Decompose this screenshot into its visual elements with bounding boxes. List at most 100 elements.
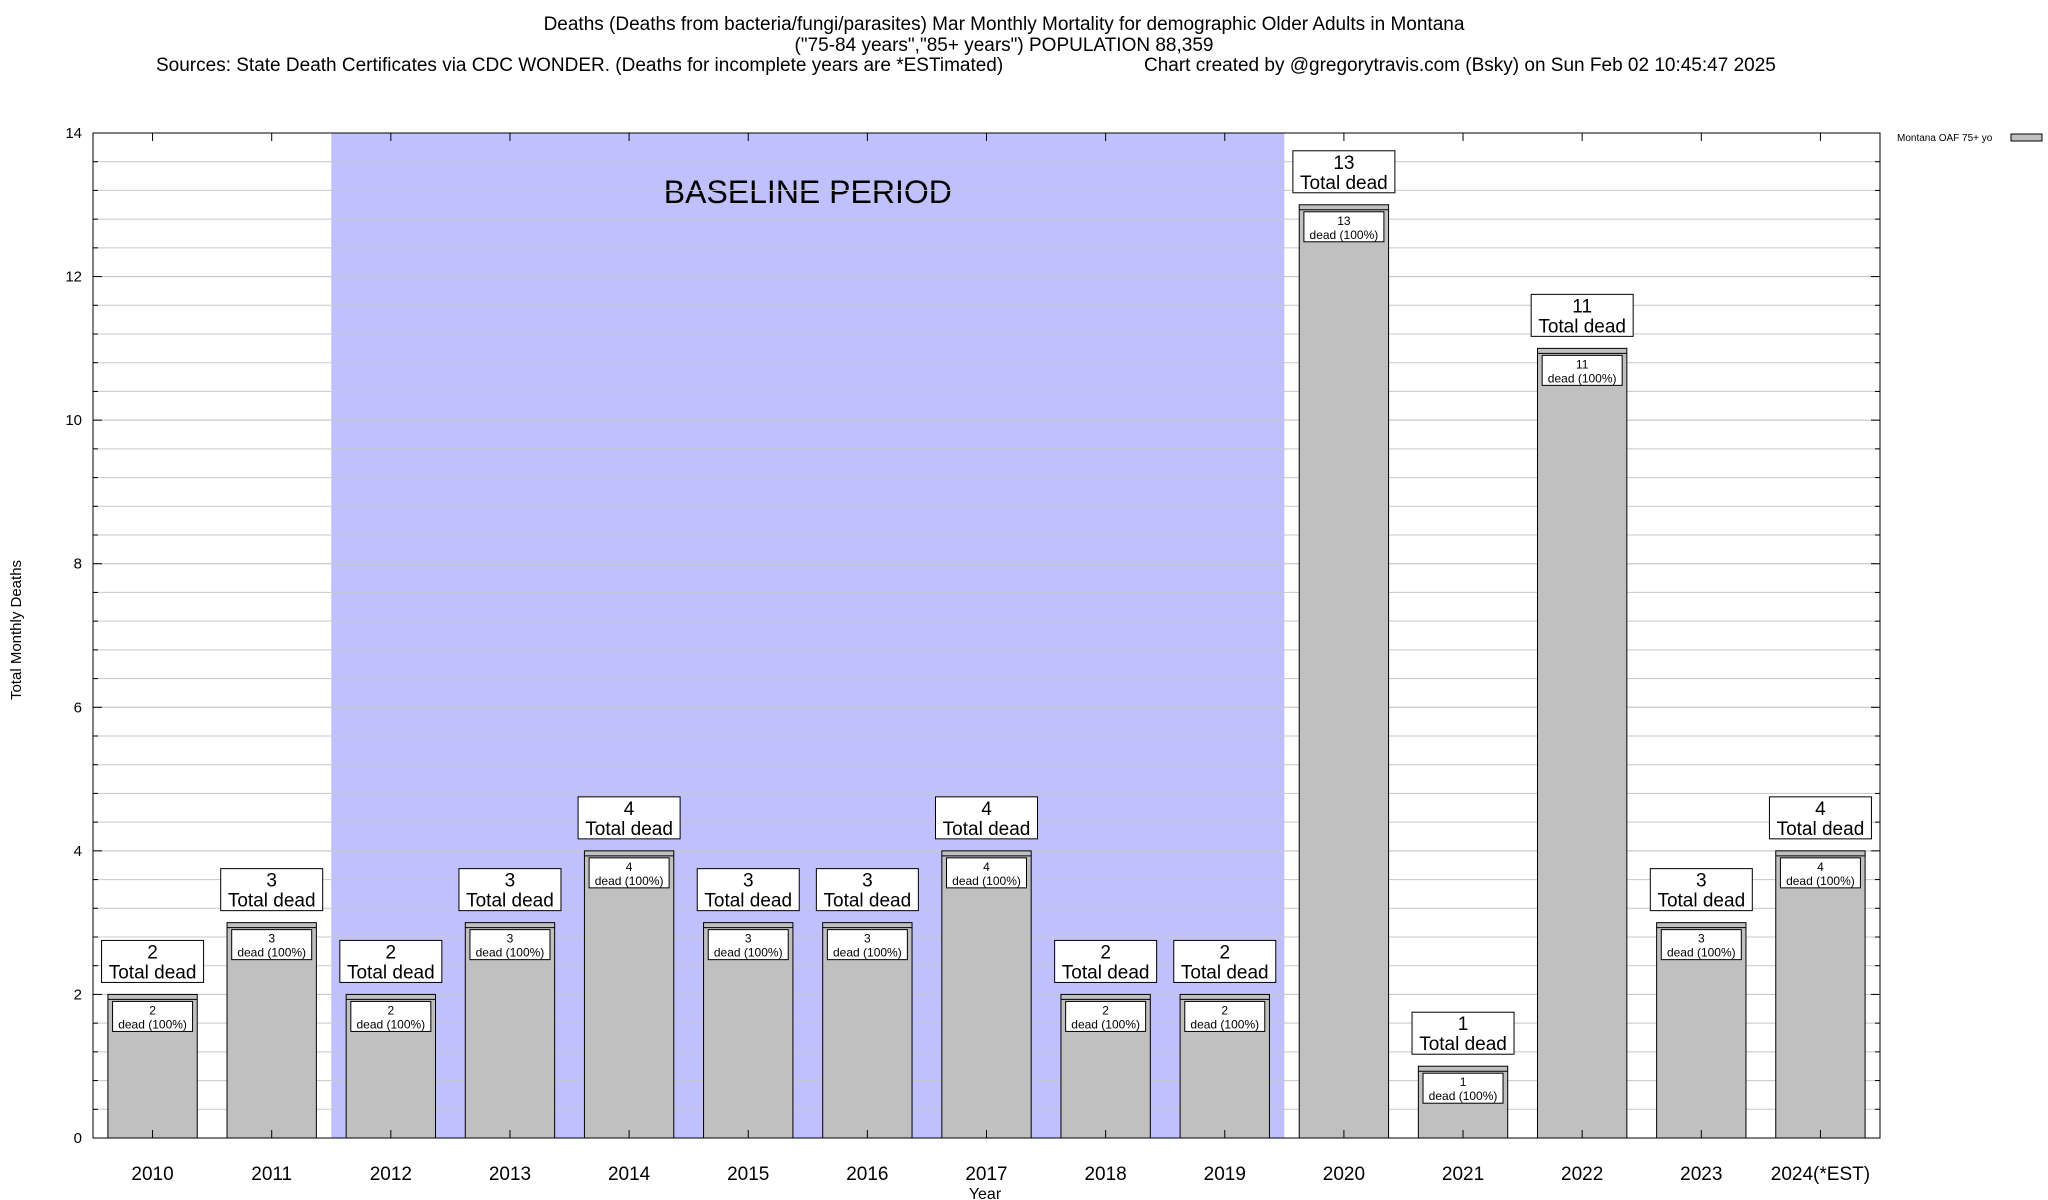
bar-inner-percent-label: dead (100%) <box>1071 1017 1140 1031</box>
y-tick-label: 2 <box>74 986 82 1003</box>
x-tick-label: 2020 <box>1323 1164 1365 1185</box>
bar-inner-label-box <box>350 1000 432 1032</box>
bar-inner-percent-label: dead (100%) <box>356 1017 425 1031</box>
bar-inner-percent-label: dead (100%) <box>952 874 1021 888</box>
bar-inner-percent-label: dead (100%) <box>1667 946 1736 960</box>
bar-total-value-label: 4 <box>624 799 635 820</box>
y-axis-label: Total Monthly Deaths <box>8 560 25 700</box>
legend: Montana OAF 75+ yo <box>1897 133 2043 144</box>
bar-inner-label-box <box>1303 211 1385 243</box>
bar-total-label-box <box>1173 939 1277 983</box>
chart-credit: Chart created by @gregorytravis.com (Bsk… <box>1144 55 1776 76</box>
bar-inner-percent-label: dead (100%) <box>833 946 902 960</box>
bar-total-label-box <box>815 868 919 912</box>
bar <box>583 850 675 1139</box>
bar-total-label-box <box>1530 293 1634 337</box>
chart-subtitle: ("75-84 years","85+ years") POPULATION 8… <box>795 35 1214 56</box>
x-axis-label: Year <box>969 1186 1002 1200</box>
bar-total-value-label: 2 <box>386 942 397 963</box>
bar-total-value-label: 3 <box>266 871 277 892</box>
bar-total-text-label: Total dead <box>1300 173 1388 194</box>
bar-inner-percent-label: dead (100%) <box>1429 1089 1498 1103</box>
y-tick-label: 4 <box>74 843 82 860</box>
bar-inner-value-label: 1 <box>1460 1075 1467 1089</box>
bar-inner-percent-label: dead (100%) <box>1786 874 1855 888</box>
bar-inner-value-label: 3 <box>745 932 752 946</box>
bar-total-value-label: 3 <box>505 871 516 892</box>
bar-total-text-label: Total dead <box>347 962 435 983</box>
x-tick-label: 2024(*EST) <box>1771 1164 1870 1185</box>
bar-total-value-label: 2 <box>147 942 158 963</box>
bar-inner-label-box <box>826 929 908 961</box>
x-tick-label: 2013 <box>489 1164 531 1185</box>
x-tick-label: 2023 <box>1680 1164 1722 1185</box>
bar-total-value-label: 3 <box>862 871 873 892</box>
bar-inner-label-box <box>707 929 789 961</box>
x-tick-label: 2018 <box>1084 1164 1126 1185</box>
bar-inner-percent-label: dead (100%) <box>237 946 306 960</box>
bar-total-label-box <box>1292 150 1396 194</box>
baseline-label: BASELINE PERIOD <box>664 174 952 210</box>
bar-inner-value-label: 4 <box>1817 860 1824 874</box>
bar-total-label-box <box>1054 939 1158 983</box>
bar-total-value-label: 2 <box>1219 942 1230 963</box>
y-tick-label: 14 <box>65 125 82 142</box>
bar-inner-percent-label: dead (100%) <box>1190 1017 1259 1031</box>
bar <box>941 850 1032 1139</box>
y-tick-label: 12 <box>65 269 82 286</box>
bar-inner-label-box <box>1184 1000 1266 1032</box>
bar-total-label-box <box>1649 868 1753 912</box>
x-tick-label: 2019 <box>1204 1164 1246 1185</box>
bar-total-label-box <box>1411 1011 1515 1055</box>
bar <box>1298 204 1390 1139</box>
bar-inner-value-label: 3 <box>507 932 514 946</box>
bar-total-text-label: Total dead <box>109 962 197 983</box>
bar-total-label-box <box>220 868 324 912</box>
bar-inner-label-box <box>1422 1072 1504 1104</box>
bar-inner-label-box <box>588 857 670 889</box>
bar-total-text-label: Total dead <box>1181 962 1269 983</box>
bar <box>1775 850 1866 1139</box>
bar-inner-value-label: 2 <box>1102 1003 1109 1017</box>
bar-total-label-box <box>1768 796 1872 840</box>
bar-total-label-box <box>577 796 681 840</box>
x-tick-label: 2016 <box>846 1164 888 1185</box>
bar-total-label-box <box>339 939 443 983</box>
bar-inner-label-box <box>469 929 551 961</box>
x-tick-label: 2012 <box>370 1164 412 1185</box>
legend-entry-label: Montana OAF 75+ yo <box>1897 133 1993 144</box>
bar-total-text-label: Total dead <box>1538 316 1626 337</box>
bar-total-label-box <box>101 939 205 983</box>
chart-sources: Sources: State Death Certificates via CD… <box>156 55 1003 76</box>
bar-total-label-box <box>935 796 1038 840</box>
bar-total-text-label: Total dead <box>1062 962 1150 983</box>
bar-total-text-label: Total dead <box>1657 891 1745 912</box>
bar-total-text-label: Total dead <box>943 819 1031 840</box>
bar-inner-percent-label: dead (100%) <box>476 946 545 960</box>
bar-total-text-label: Total dead <box>1777 819 1865 840</box>
bar-inner-value-label: 2 <box>1221 1003 1228 1017</box>
legend-swatch <box>2010 133 2043 142</box>
x-tick-label: 2017 <box>965 1164 1007 1185</box>
bar-inner-label-box <box>1541 354 1623 386</box>
bar-inner-percent-label: dead (100%) <box>118 1017 187 1031</box>
chart-title: Deaths (Deaths from bacteria/fungi/paras… <box>544 14 1465 35</box>
bar-inner-value-label: 3 <box>268 932 275 946</box>
bar-total-value-label: 3 <box>1696 871 1707 892</box>
y-tick-label: 8 <box>74 556 82 573</box>
x-tick-label: 2021 <box>1442 1164 1484 1185</box>
bar-inner-value-label: 13 <box>1337 214 1351 228</box>
y-tick-label: 10 <box>65 412 82 429</box>
bar-total-value-label: 4 <box>981 799 992 820</box>
bar-inner-percent-label: dead (100%) <box>1310 228 1379 242</box>
bar-total-text-label: Total dead <box>228 891 316 912</box>
bar-total-label-box <box>458 868 562 912</box>
y-tick-label: 6 <box>74 699 82 716</box>
bar-inner-value-label: 11 <box>1576 357 1589 371</box>
bar-total-text-label: Total dead <box>1419 1034 1507 1055</box>
bar-inner-percent-label: dead (100%) <box>1548 371 1617 385</box>
bar-inner-percent-label: dead (100%) <box>714 946 783 960</box>
bar-total-value-label: 11 <box>1572 296 1592 317</box>
bar <box>1536 347 1628 1139</box>
